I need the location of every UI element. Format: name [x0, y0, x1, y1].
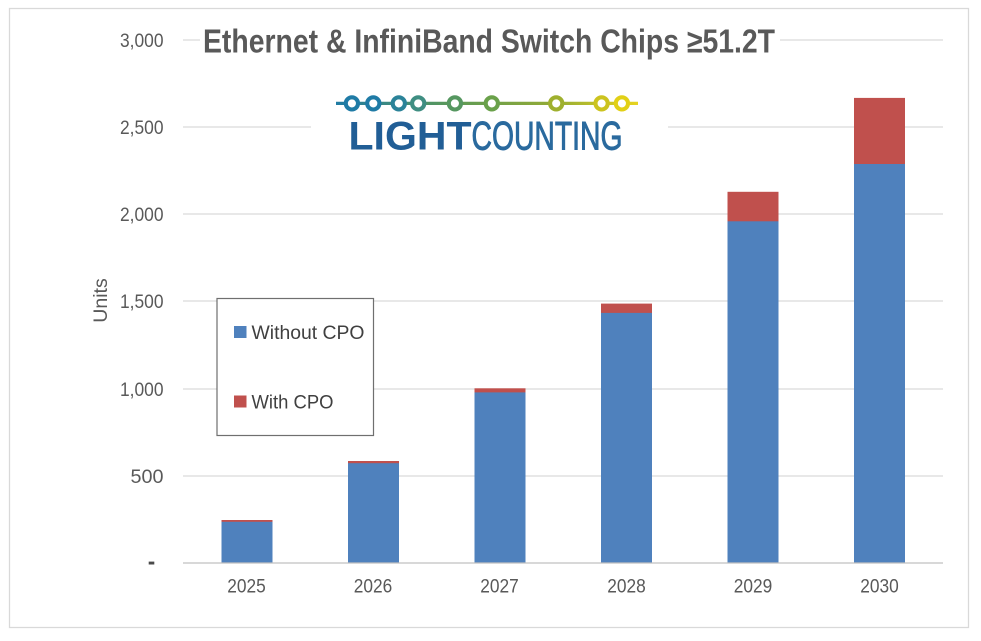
svg-text:2030: 2030: [860, 576, 899, 598]
svg-text:3,000: 3,000: [120, 30, 164, 52]
svg-text:2,000: 2,000: [120, 204, 164, 226]
svg-text:Units: Units: [90, 278, 112, 323]
svg-text:Without CPO: Without CPO: [252, 322, 365, 344]
svg-text:2029: 2029: [734, 576, 773, 598]
svg-text:1,000: 1,000: [120, 379, 164, 401]
svg-text:2026: 2026: [354, 576, 393, 598]
svg-text:1,500: 1,500: [120, 291, 164, 313]
svg-text:2025: 2025: [227, 576, 266, 598]
svg-text:Ethernet & InfiniBand Switch C: Ethernet & InfiniBand Switch Chips ≥51.2…: [203, 23, 775, 60]
svg-text:With CPO: With CPO: [252, 392, 334, 414]
svg-text:2,500: 2,500: [120, 117, 164, 139]
svg-text:2028: 2028: [607, 576, 646, 598]
svg-text:LIGHT: LIGHT: [349, 115, 472, 159]
svg-text:2027: 2027: [480, 576, 519, 598]
svg-text:COUNTING: COUNTING: [472, 115, 623, 159]
svg-text:500: 500: [131, 466, 164, 488]
